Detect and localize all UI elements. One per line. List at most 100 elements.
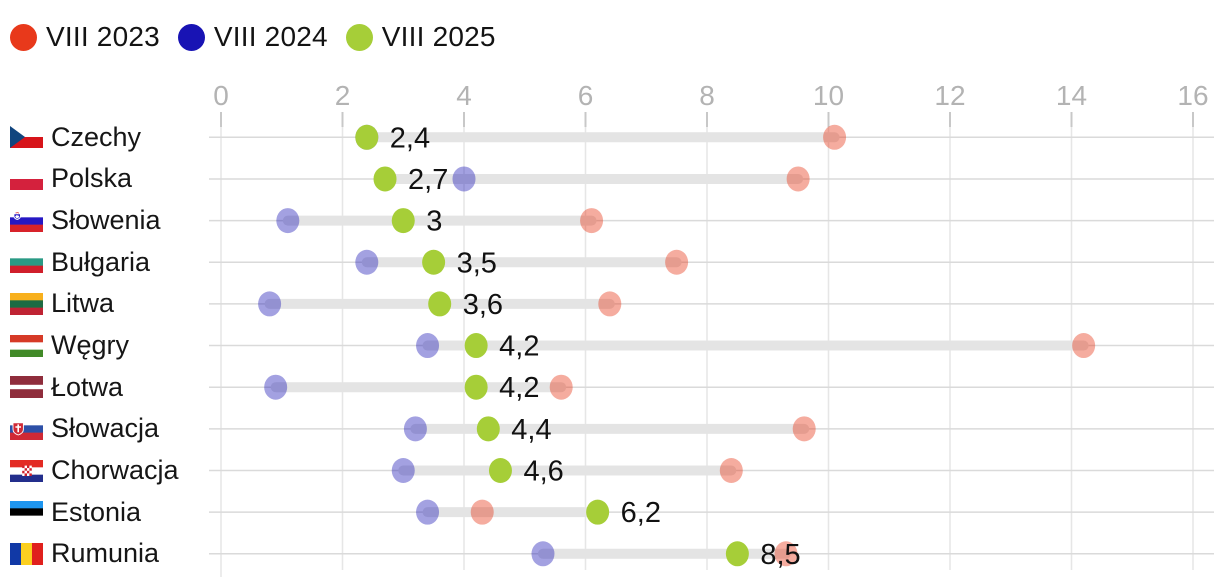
value-label: 3,6 [463,289,503,321]
legend-label-viii-2023: VIII 2023 [46,21,160,52]
axis-tick-label: 8 [699,80,715,111]
dot-2023 [470,499,494,525]
dot-2024 [403,416,427,442]
country-row: Bułgaria [10,245,150,279]
axis-tick-label: 10 [813,80,844,111]
flag-rumunia-icon [10,542,43,565]
country-label: Węgry [51,330,130,361]
dot-2025 [373,166,397,192]
country-row: Rumunia [10,537,159,571]
flag-estonia-icon [10,501,43,524]
legend-item-viii-2025: VIII 2025 [345,21,496,53]
axis-tick-label: 14 [1056,80,1087,111]
range-bar [282,215,597,226]
dot-2025 [476,416,500,442]
country-label: Rumunia [51,538,160,569]
dot-2025 [725,541,749,567]
flag-czechy-icon [10,126,43,149]
legend-item-viii-2024: VIII 2024 [177,21,328,53]
axis-tick-label: 16 [1177,80,1208,111]
dot-2024 [276,208,300,234]
country-row: Estonia [10,495,141,529]
dot-2025 [464,374,488,400]
dot-2024 [258,291,282,317]
dot-2023 [580,208,604,234]
dot-2023 [665,249,689,275]
dot-2024 [355,249,379,275]
range-bar [361,257,682,268]
dot-2023 [549,374,573,400]
axis-tick-label: 0 [213,80,229,111]
range-bar [422,507,603,518]
flag-węgry-icon [10,334,43,357]
country-label: Bułgaria [51,246,151,277]
country-label: Polska [51,163,133,194]
country-label: Estonia [51,496,142,527]
value-label: 2,4 [390,122,430,154]
dot-2025 [464,333,488,359]
axis-tick-label: 2 [335,80,351,111]
flag-słowenia-icon [10,209,43,232]
dot-2023 [774,541,798,567]
legend-label-viii-2025: VIII 2025 [381,21,496,52]
legend-item-viii-2023: VIII 2023 [10,21,160,53]
dot-2024 [452,166,476,192]
dot-2024 [416,333,440,359]
country-row: Chorwacja [10,454,179,488]
range-bar [537,548,791,559]
flag-chorwacja-icon [10,459,43,482]
country-row: Czechy [10,120,141,154]
legend-dot-blue-icon [177,23,205,51]
country-row: Węgry [10,329,129,363]
dot-2025 [586,499,610,525]
value-label: 4,4 [511,414,551,446]
country-label: Litwa [51,288,115,319]
country-row: Litwa [10,287,114,321]
dot-2023 [792,416,816,442]
value-label: 4,2 [499,331,539,363]
value-label: 4,2 [499,372,539,404]
dot-2023 [598,291,622,317]
dot-2024 [391,458,415,483]
dot-2024 [531,541,555,567]
value-label: 3,5 [457,247,497,279]
country-label: Czechy [51,121,142,152]
value-label: 3 [426,206,442,238]
range-bar [270,382,567,393]
country-row: Słowenia [10,204,161,238]
axis-tick-label: 6 [578,80,594,111]
dot-2025 [391,208,415,234]
dot-2024 [264,374,288,400]
range-bar [380,173,804,184]
value-label: 6,2 [621,497,661,529]
range-bar [410,423,810,434]
axis-tick-label: 4 [456,80,472,111]
chart-legend: VIII 2023 VIII 2024 VIII 2025 [10,21,514,53]
country-row: Łotwa [10,370,123,404]
legend-label-viii-2024: VIII 2024 [213,21,328,52]
dot-2025 [488,458,512,483]
country-label: Słowacja [51,413,160,444]
value-label: 4,6 [523,456,563,488]
country-label: Chorwacja [51,455,179,485]
country-row: Polska [10,162,132,196]
range-bar [422,340,1089,351]
flag-litwa-icon [10,292,43,315]
country-label: Łotwa [51,371,124,402]
dot-2023 [786,166,810,192]
dot-2025 [422,249,446,275]
value-label: 8,5 [760,539,800,571]
range-bar [361,132,840,143]
dot-2025 [428,291,452,317]
dot-2025 [355,124,379,150]
legend-dot-red-icon [10,23,37,51]
country-row: Słowacja [10,412,159,446]
dot-2023 [719,458,743,483]
dot-2023 [1072,333,1096,359]
country-label: Słowenia [51,205,161,236]
range-bar [398,465,737,476]
legend-dot-green-icon [345,23,373,51]
flag-bułgaria-icon [10,251,43,274]
value-label: 2,7 [408,164,448,196]
